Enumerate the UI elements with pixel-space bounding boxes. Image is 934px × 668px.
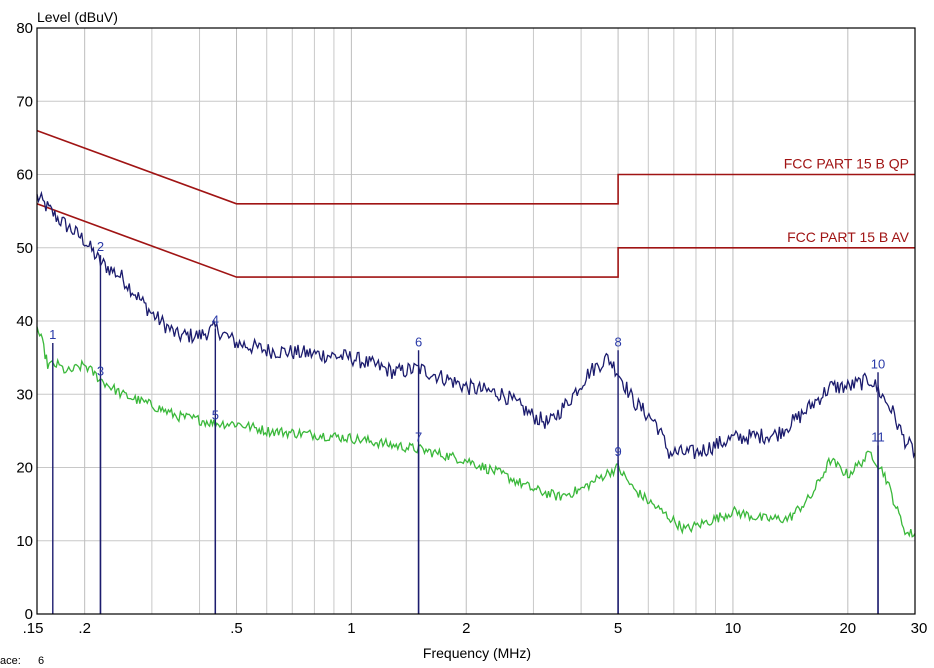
limit-line-av <box>36 203 915 278</box>
x-axis-title: Frequency (MHz) <box>423 645 531 661</box>
marker-label-7: 7 <box>415 430 422 445</box>
trace-label: ace: <box>0 655 21 667</box>
x-tick-label: 20 <box>839 620 856 637</box>
peak-trace <box>36 190 916 460</box>
marker-label-4: 4 <box>212 312 219 327</box>
y-tick-label: 30 <box>16 386 33 403</box>
marker-label-10: 10 <box>871 356 885 371</box>
marker-label-5: 5 <box>212 408 219 423</box>
x-tick-label: 10 <box>725 620 742 637</box>
axes: 0 10 20 30 40 50 60 70 80 .15 .2 .5 1 2 5 10 20 30 <box>16 20 927 637</box>
y-tick-label: 80 <box>16 20 33 37</box>
plot-border <box>36 27 916 615</box>
x-tick-label: 1 <box>347 620 355 637</box>
limit-label-av: FCC PART 15 B AV <box>787 229 910 245</box>
measurement-traces <box>36 190 916 538</box>
x-tick-label: 2 <box>462 620 470 637</box>
y-tick-label: 40 <box>16 313 33 330</box>
limit-line-qp <box>36 129 915 205</box>
marker-label-9: 9 <box>614 444 621 459</box>
y-tick-label: 10 <box>16 533 33 550</box>
marker-label-1: 1 <box>49 327 56 342</box>
x-tick-label: .5 <box>230 620 243 637</box>
markers: 1 2 3 4 5 6 7 8 9 10 11 <box>49 239 885 614</box>
marker-label-6: 6 <box>415 334 422 349</box>
average-trace <box>36 326 916 538</box>
y-tick-label: 60 <box>16 167 33 184</box>
marker-label-8: 8 <box>614 334 621 349</box>
y-axis-title: Level (dBuV) <box>37 9 118 25</box>
y-tick-label: 20 <box>16 460 33 477</box>
x-tick-label: 5 <box>614 620 622 637</box>
x-tick-label: .15 <box>23 620 44 637</box>
y-tick-label: 0 <box>25 606 33 623</box>
marker-label-2: 2 <box>97 239 104 254</box>
y-tick-label: 50 <box>16 240 33 257</box>
limit-label-qp: FCC PART 15 B QP <box>784 156 909 172</box>
marker-label-11: 11 <box>871 430 885 445</box>
y-tick-label: 70 <box>16 93 33 110</box>
trace-number: 6 <box>38 655 44 667</box>
marker-label-3: 3 <box>97 364 104 379</box>
x-tick-label: .2 <box>78 620 91 637</box>
x-tick-label: 30 <box>911 620 928 637</box>
limit-lines: FCC PART 15 B QP FCC PART 15 B AV <box>36 129 915 278</box>
